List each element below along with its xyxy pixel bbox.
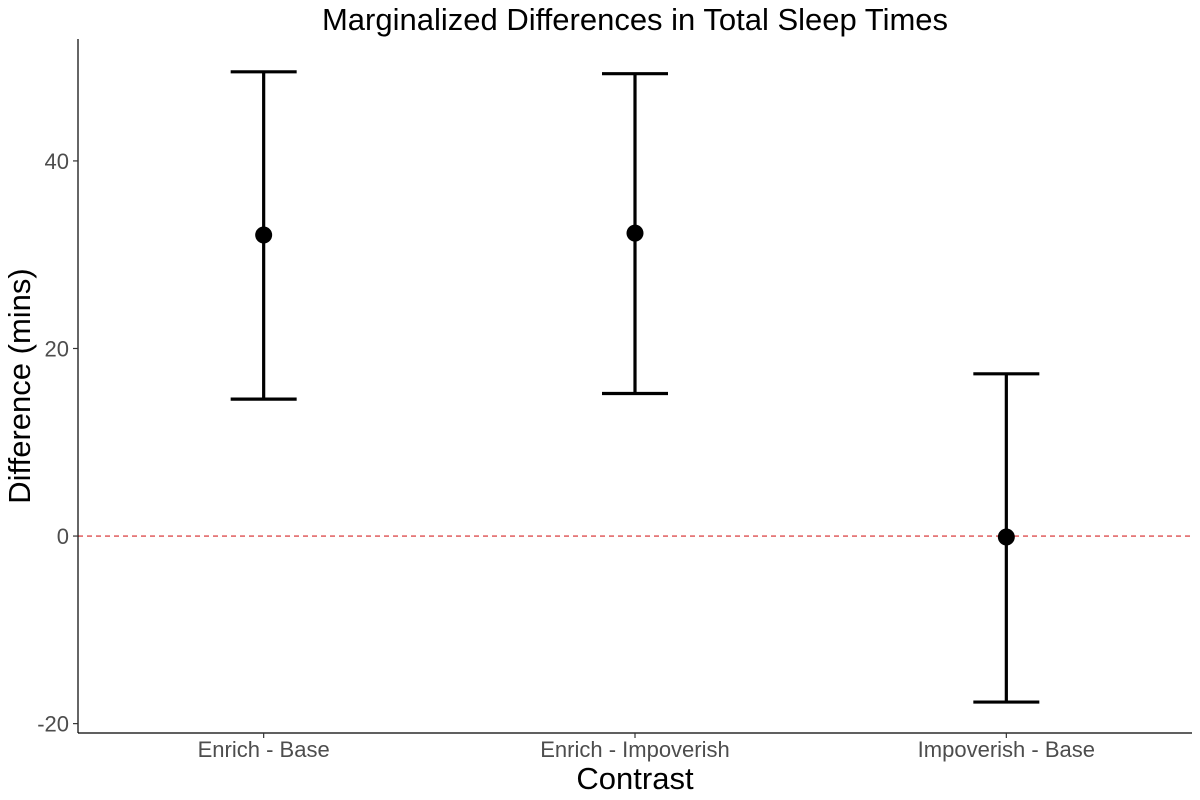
estimate-point bbox=[255, 226, 273, 244]
y-tick-label: 20 bbox=[45, 336, 69, 361]
x-axis-title: Contrast bbox=[576, 761, 694, 796]
y-tick-label: 0 bbox=[57, 524, 69, 549]
y-axis-title: Difference (mins) bbox=[2, 268, 37, 503]
x-tick-label: Enrich - Base bbox=[198, 737, 330, 762]
y-tick-label: -20 bbox=[37, 712, 69, 737]
x-tick-label: Impoverish - Base bbox=[918, 737, 1095, 762]
estimate-point bbox=[997, 528, 1015, 546]
x-tick-label: Enrich - Impoverish bbox=[540, 737, 730, 762]
estimate-point bbox=[626, 224, 644, 242]
y-tick-label: 40 bbox=[45, 149, 69, 174]
plot-area: -20 0 20 40 Enrich - Base Enrich - Impoverish… bbox=[37, 39, 1192, 762]
chart-title: Marginalized Differences in Total Sleep … bbox=[322, 2, 948, 37]
